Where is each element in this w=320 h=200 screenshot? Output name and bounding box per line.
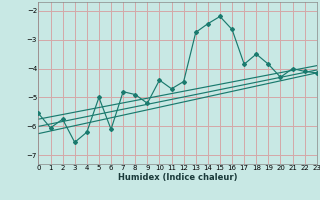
X-axis label: Humidex (Indice chaleur): Humidex (Indice chaleur) [118,173,237,182]
